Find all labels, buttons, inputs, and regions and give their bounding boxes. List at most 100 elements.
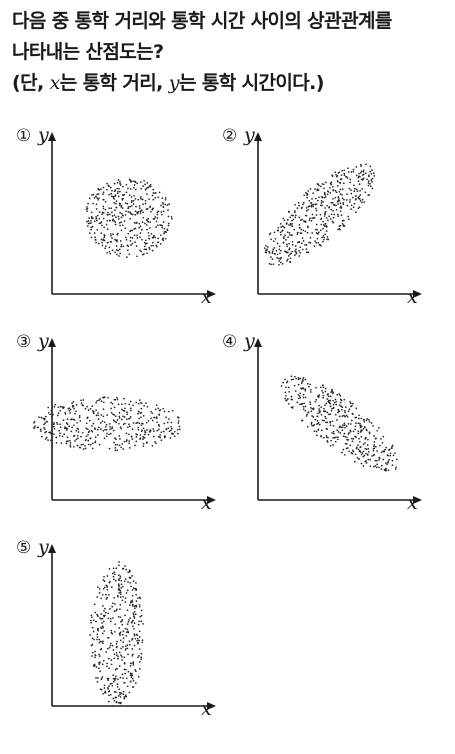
y-axis-label: y [244,330,255,352]
scatter-point [335,204,337,207]
scatter-point [134,637,137,640]
scatter-point [168,418,170,420]
scatter-point [156,213,159,216]
scatter-point [95,401,97,404]
scatter-point [164,197,167,199]
scatter-point [128,640,131,643]
scatter-point [113,680,115,683]
scatter-point [373,435,375,437]
scatter-point [50,415,53,418]
scatter-point [111,572,114,575]
scatter-point [375,466,378,469]
scatter-point [142,623,144,625]
scatter-point [358,437,360,440]
scatter-point [373,453,375,456]
scatter-point [105,435,108,438]
scatter-point [306,196,308,199]
scatter-point [94,611,97,614]
scatter-point [362,173,365,176]
scatter-point [130,213,133,215]
scatter-point [122,637,125,639]
scatter-point [108,593,110,596]
scatter-point [355,422,357,424]
scatter-point [115,438,117,441]
scatter-point [305,207,308,209]
scatter-point [126,589,129,592]
scatter-point [392,454,395,457]
scatter-point [131,575,133,577]
scatter-point [47,439,49,441]
scatter-point [144,222,146,225]
scatter-point [122,585,124,588]
scatter-point [132,203,135,205]
scatter-point [113,653,116,655]
option-number: ⑤ [16,538,32,558]
scatter-point [97,677,99,679]
scatter-point [285,251,288,254]
scatter-point [91,430,94,433]
scatter-point [90,228,92,231]
scatter-point [309,236,312,239]
scatter-point [347,433,350,435]
scatter-point [329,395,332,398]
scatter-point [117,403,120,406]
scatter-point [323,191,326,194]
scatter-point [355,198,357,200]
scatter-point [355,195,357,197]
scatter-point [120,647,123,650]
scatter-point [166,421,169,424]
scatter-point [93,220,96,223]
scatter-point [137,623,140,626]
scatter-point [340,174,343,177]
scatter-point [152,192,155,194]
scatter-point [155,417,158,420]
scatter-point [288,242,290,245]
scatter-point [341,222,344,225]
scatter-point [106,214,109,216]
scatter-point [316,237,319,240]
scatter-point [98,197,100,200]
scatter-point [148,431,151,433]
scatter-point [87,431,90,434]
scatter-point [304,378,307,381]
scatter-point [285,381,288,384]
scatter-point [357,207,360,210]
scatter-point [133,644,136,647]
scatter-point [286,260,288,262]
scatter-point [367,182,370,184]
scatter-point [304,220,307,223]
scatter-point [326,393,329,396]
scatter-point [338,227,341,230]
scatter-point [114,437,116,439]
scatter-point [123,682,126,684]
scatter-point [120,692,123,695]
scatter-point [119,591,122,594]
scatter-point [119,691,121,694]
scatter-point [131,621,133,624]
condition-mid: 는 통학 거리, [59,72,169,94]
scatter-point [112,429,115,432]
scatter-point [339,181,341,184]
condition-var-x: x [49,72,61,94]
scatter-point [367,447,370,450]
scatter-point [114,579,117,582]
scatter-point [139,236,141,238]
scatter-point [394,468,397,470]
scatter-point [364,438,367,440]
scatter-point [101,632,104,635]
scatter-point [117,215,120,218]
scatter-point [102,692,105,695]
scatter-point [139,434,142,436]
scatter-point [103,437,106,440]
scatter-point [342,203,345,206]
scatter-point [387,460,390,463]
scatter-point [324,225,326,227]
scatter-point [121,194,124,196]
scatter-point [81,431,84,434]
scatter-point [178,425,181,428]
